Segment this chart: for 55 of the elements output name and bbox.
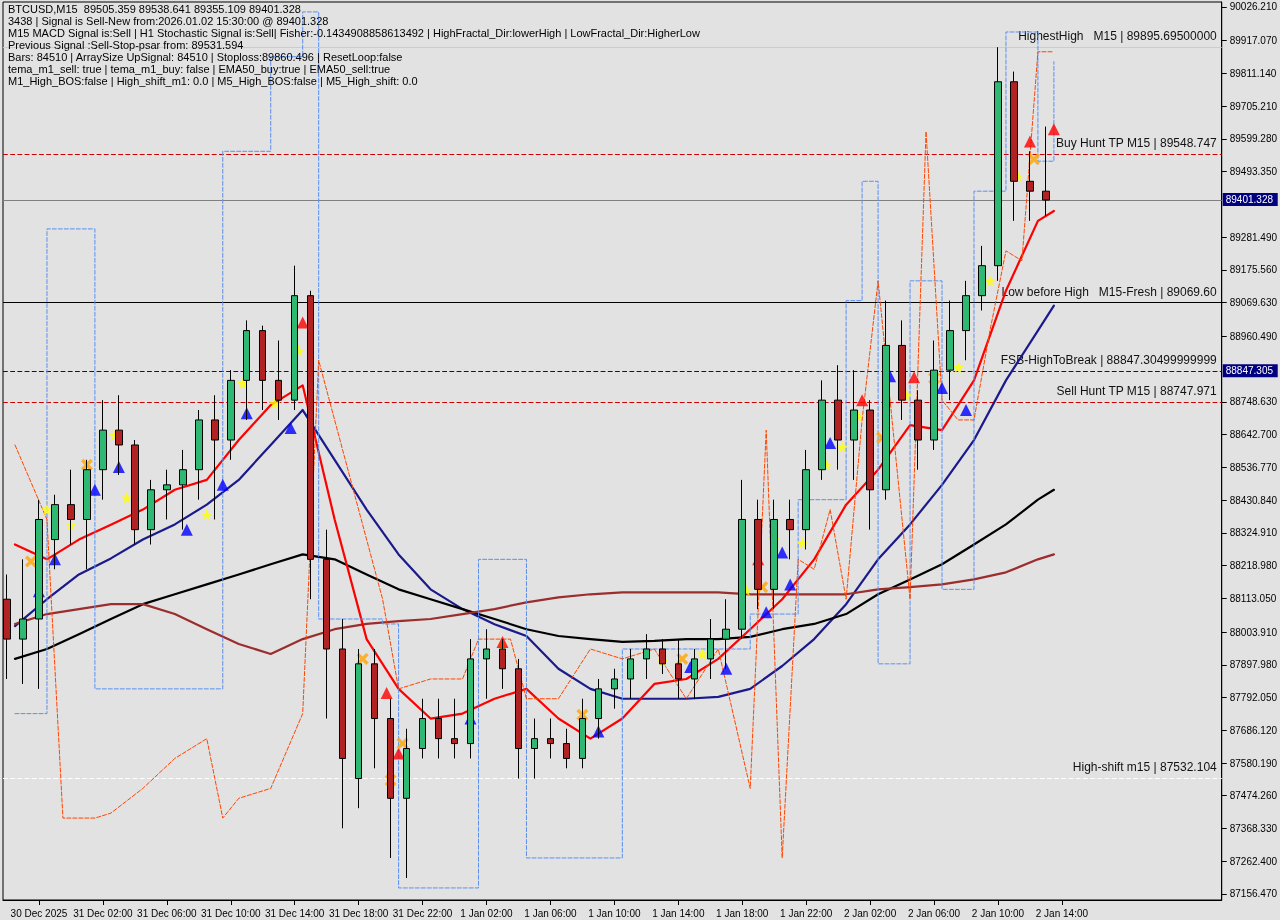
y-tick-label: 87156.470 [1229,888,1278,900]
y-tick-label: 89917.070 [1229,35,1278,47]
x-tick-label: 2 Jan 02:00 [843,907,897,919]
x-tick-label: 1 Jan 06:00 [524,907,577,919]
x-tick-label: 2 Jan 10:00 [971,907,1025,919]
x-tick-label: 2 Jan 14:00 [1035,907,1089,919]
y-tick-label: 87792.050 [1229,692,1278,704]
x-tick-label: 31 Dec 10:00 [201,907,261,919]
y-tick-label: 89811.140 [1229,67,1277,79]
x-tick-label: 31 Dec 22:00 [392,907,453,919]
y-tick-label: 88960.490 [1229,330,1278,342]
x-tick-label: 2 Jan 06:00 [907,907,961,919]
y-tick-label: 89493.350 [1229,166,1278,178]
ref-line-label: Buy Hunt TP M15 | 89548.747 [1055,136,1218,151]
y-tick-label: 89599.280 [1229,133,1278,145]
y-tick-label: 88536.770 [1229,461,1278,473]
y-tick-label: 88748.630 [1229,396,1278,408]
x-tick-label: 1 Jan 14:00 [652,907,705,919]
annotation: Bars: 84510 | ArraySize UpSignal: 84510 | Stoploss:89860.496 | ResetLoop:false [8,50,403,63]
x-tick-label: 31 Dec 06:00 [137,907,197,919]
x-tick-label: 1 Jan 22:00 [780,907,833,919]
chart-title: BTCUSD,M15 89505.359 89538.641 89355.109 89401.328 [8,2,301,15]
x-tick-label: 31 Dec 18:00 [328,907,389,919]
y-tick-label: 87686.120 [1229,724,1278,736]
x-tick-label: 31 Dec 02:00 [73,907,134,919]
y-tick-label: 89705.210 [1229,100,1278,112]
x-tick-label: 1 Jan 18:00 [716,907,769,919]
y-tick-label: 88003.910 [1229,626,1278,638]
y-tick-label: 87368.330 [1229,822,1278,834]
y-tick-label: 89175.560 [1229,264,1278,276]
x-tick-label: 1 Jan 10:00 [588,907,641,919]
annotation: 89401.328 [1225,193,1274,205]
y-tick-label: 89281.490 [1229,231,1278,243]
y-tick-label: 87262.400 [1229,855,1278,867]
y-tick-label: 87474.260 [1229,790,1278,802]
y-tick-label: 88642.700 [1229,429,1278,441]
y-tick-label: 88324.910 [1229,527,1278,539]
ref-line-label: Sell Hunt TP M15 | 88747.971 [1056,384,1218,399]
ref-line-label: HighestHigh M15 | 89895.69500000 [1018,29,1218,44]
y-tick-label: 88113.050 [1229,592,1277,604]
y-tick-label: 90026.210 [1229,1,1278,13]
y-tick-label: 88430.840 [1229,494,1278,506]
x-tick-label: 30 Dec 2025 [10,907,68,919]
y-tick-label: 89069.630 [1229,297,1278,309]
x-tick-label: 1 Jan 02:00 [460,907,514,919]
annotation: M1_High_BOS:false | High_shift_m1: 0.0 | M5_High_BOS:false | M5_High_shift: 0.0 [8,74,418,87]
annotation: 88847.305 [1225,364,1274,376]
y-tick-label: 88218.980 [1229,560,1278,572]
y-tick-label: 87897.980 [1229,659,1278,671]
ref-line-label: High-shift m15 | 87532.104 [1072,759,1218,774]
y-tick-label: 87580.190 [1229,757,1278,769]
annotation: 3438 | Signal is Sell-New from:2026.01.02 15:30:00 @ 89401.328 [8,14,329,27]
x-tick-label: 31 Dec 14:00 [264,907,325,919]
annotation: tema_m1_sell: true | tema_m1_buy: false | EMA50_buy:true | EMA50_sell:true [8,62,391,75]
annotation: M15 MACD Signal is:Sell | H1 Stochastic Signal is:Sell| Fisher:-0.1434908858613492 | HighFractal_Dir:lowerHigh | LowFractal_Dir:HigherLow [8,26,700,39]
